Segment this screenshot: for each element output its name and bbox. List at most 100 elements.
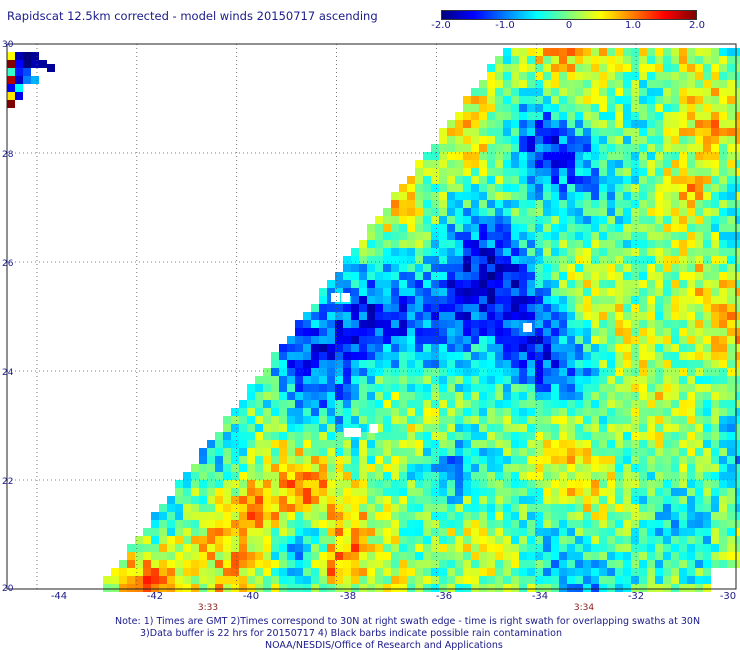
wind-cell [215, 504, 223, 512]
wind-cell [719, 520, 727, 528]
wind-cell [527, 160, 535, 168]
wind-cell [679, 328, 687, 336]
wind-cell [535, 168, 543, 176]
wind-cell [535, 312, 543, 320]
wind-cell [607, 280, 615, 288]
wind-cell [719, 304, 727, 312]
wind-cell [735, 184, 740, 192]
wind-cell [279, 464, 287, 472]
wind-cell [599, 432, 607, 440]
wind-cell [255, 584, 263, 592]
wind-cell [615, 232, 623, 240]
wind-cell [679, 224, 687, 232]
wind-cell [7, 68, 15, 76]
wind-cell [319, 312, 327, 320]
wind-cell [471, 136, 479, 144]
wind-cell [447, 344, 455, 352]
wind-cell [695, 432, 703, 440]
wind-cell [503, 376, 511, 384]
wind-cell [679, 448, 687, 456]
wind-cell [231, 536, 239, 544]
wind-cell [287, 480, 295, 488]
wind-cell [711, 424, 719, 432]
wind-cell [151, 576, 159, 584]
wind-cell [479, 376, 487, 384]
wind-cell [583, 152, 591, 160]
wind-cell [215, 472, 223, 480]
wind-cell [375, 312, 383, 320]
wind-cell [703, 256, 711, 264]
wind-cell [231, 576, 239, 584]
wind-cell [719, 480, 727, 488]
wind-cell [455, 448, 463, 456]
wind-cell [479, 584, 487, 592]
wind-cell [615, 328, 623, 336]
wind-cell [311, 432, 319, 440]
wind-cell [535, 384, 543, 392]
wind-cell [519, 536, 527, 544]
wind-cell [687, 552, 695, 560]
wind-cell [375, 512, 383, 520]
wind-cell [567, 424, 575, 432]
wind-cell [511, 288, 519, 296]
wind-cell [687, 528, 695, 536]
wind-cell [279, 512, 287, 520]
wind-cell [599, 88, 607, 96]
wind-cell [663, 360, 671, 368]
wind-cell [455, 520, 463, 528]
wind-cell [423, 352, 431, 360]
wind-cell [559, 384, 567, 392]
wind-cell [623, 240, 631, 248]
wind-cell [183, 536, 191, 544]
wind-cell [407, 240, 415, 248]
wind-cell [471, 352, 479, 360]
wind-cell [735, 560, 740, 568]
wind-cell [471, 528, 479, 536]
wind-cell [735, 312, 740, 320]
wind-cell [335, 352, 343, 360]
wind-cell [607, 504, 615, 512]
wind-cell [223, 424, 231, 432]
wind-cell [527, 512, 535, 520]
wind-cell [591, 440, 599, 448]
wind-cell [399, 256, 407, 264]
wind-cell [687, 104, 695, 112]
wind-cell [599, 168, 607, 176]
wind-cell [327, 288, 335, 296]
wind-cell [455, 536, 463, 544]
wind-cell [463, 112, 471, 120]
wind-cell [567, 432, 575, 440]
wind-cell [431, 368, 439, 376]
wind-cell [399, 328, 407, 336]
wind-cell [631, 536, 639, 544]
wind-cell [287, 440, 295, 448]
wind-cell [471, 88, 479, 96]
wind-cell [711, 120, 719, 128]
wind-cell [599, 72, 607, 80]
wind-cell [607, 360, 615, 368]
wind-cell [423, 448, 431, 456]
wind-cell [303, 544, 311, 552]
wind-cell [575, 192, 583, 200]
wind-cell [607, 472, 615, 480]
wind-cell [519, 504, 527, 512]
wind-cell [559, 464, 567, 472]
wind-cell [471, 296, 479, 304]
wind-cell [623, 448, 631, 456]
wind-cell [735, 280, 740, 288]
wind-cell [455, 408, 463, 416]
wind-cell [559, 544, 567, 552]
wind-cell [247, 528, 255, 536]
wind-cell [583, 504, 591, 512]
wind-cell [647, 384, 655, 392]
wind-cell [335, 424, 343, 432]
wind-cell [679, 376, 687, 384]
wind-cell [503, 56, 511, 64]
wind-cell [511, 344, 519, 352]
wind-cell [679, 232, 687, 240]
wind-cell [487, 488, 495, 496]
wind-cell [407, 264, 415, 272]
wind-cell [367, 536, 375, 544]
wind-cell [415, 272, 423, 280]
wind-cell [543, 200, 551, 208]
